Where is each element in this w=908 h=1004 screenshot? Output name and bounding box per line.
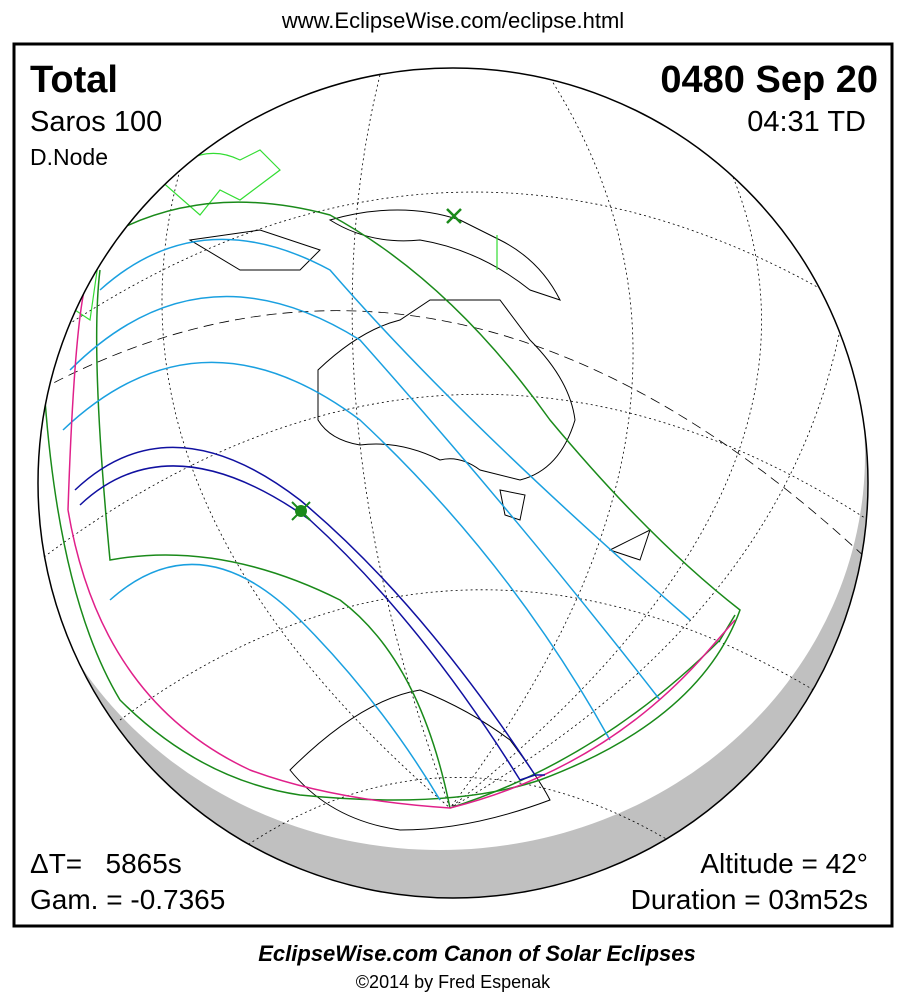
meridian bbox=[449, 329, 841, 809]
globe bbox=[38, 68, 868, 898]
altitude: Altitude = 42° bbox=[700, 848, 868, 879]
south-limit bbox=[79, 465, 521, 781]
rise-set-curve bbox=[95, 269, 451, 809]
subsolar-point bbox=[446, 208, 462, 224]
url: www.EclipseWise.com/eclipse.html bbox=[281, 8, 624, 33]
meridian bbox=[351, 74, 451, 809]
footer-title: EclipseWise.com Canon of Solar Eclipses bbox=[258, 941, 696, 966]
duration: Duration = 03m52s bbox=[631, 884, 868, 915]
gamma: Gam. = -0.7365 bbox=[30, 884, 225, 915]
day-side bbox=[38, 68, 865, 850]
saros: Saros 100 bbox=[30, 106, 162, 138]
new-zealand bbox=[608, 529, 651, 561]
copyright: ©2014 by Fred Espenak bbox=[356, 972, 551, 992]
magnitude-curve bbox=[69, 295, 661, 701]
equator bbox=[39, 310, 868, 561]
magnitude-curve bbox=[99, 238, 691, 621]
globe-outline bbox=[37, 67, 869, 899]
australia bbox=[317, 299, 576, 481]
meridian bbox=[161, 169, 451, 809]
delta-t: ΔT= 5865s bbox=[30, 848, 182, 879]
magnitude-curve bbox=[109, 563, 441, 801]
eclipse-type: Total bbox=[30, 59, 118, 101]
node: D.Node bbox=[30, 144, 108, 170]
parallel bbox=[239, 777, 701, 861]
magnitude-curve bbox=[62, 361, 611, 741]
parallel bbox=[39, 394, 868, 561]
greatest-eclipse-cross bbox=[291, 501, 311, 521]
equator-line bbox=[39, 310, 868, 561]
coastlines bbox=[188, 209, 651, 831]
path-end bbox=[519, 774, 545, 781]
partial-curves bbox=[62, 238, 691, 801]
new-guinea bbox=[328, 209, 561, 301]
time: 04:31 TD bbox=[747, 106, 866, 138]
outer-limit bbox=[44, 201, 741, 801]
date: 0480 Sep 20 bbox=[660, 59, 878, 101]
